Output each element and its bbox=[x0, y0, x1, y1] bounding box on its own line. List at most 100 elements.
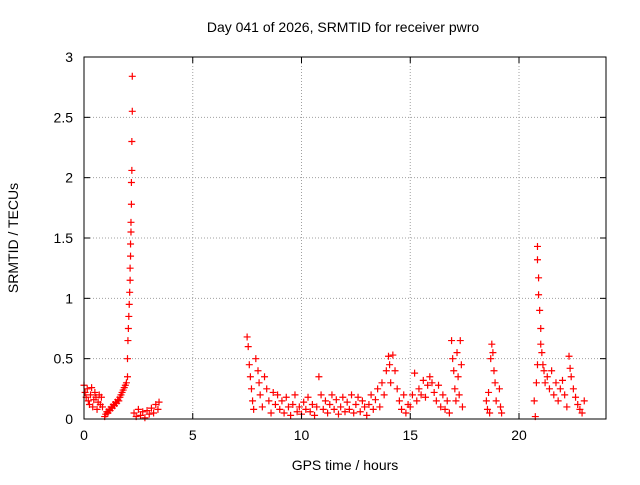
data-point-marker bbox=[245, 361, 253, 369]
data-point-marker bbox=[341, 408, 349, 416]
data-point-marker bbox=[550, 391, 558, 399]
data-point-marker bbox=[406, 403, 414, 411]
data-point-marker bbox=[417, 391, 425, 399]
data-point-marker bbox=[128, 107, 136, 115]
data-point-marker bbox=[256, 391, 264, 399]
data-point-marker bbox=[115, 397, 123, 405]
data-point-marker bbox=[563, 403, 571, 411]
x-tick-label: 15 bbox=[402, 427, 418, 443]
data-point-marker bbox=[87, 391, 95, 399]
data-point-marker bbox=[145, 410, 153, 418]
data-point-marker bbox=[295, 403, 303, 411]
data-point-marker bbox=[324, 409, 332, 417]
data-point-marker bbox=[287, 411, 295, 419]
data-point-marker bbox=[124, 373, 131, 381]
data-point-marker bbox=[284, 403, 292, 411]
data-point-marker bbox=[127, 228, 135, 236]
data-point-marker bbox=[537, 325, 545, 332]
data-point-marker bbox=[445, 409, 453, 417]
data-point-marker bbox=[319, 405, 327, 413]
data-point-marker bbox=[124, 337, 132, 345]
data-point-marker bbox=[300, 398, 308, 406]
data-point-marker bbox=[561, 391, 569, 399]
data-point-marker bbox=[389, 351, 397, 359]
data-point-marker bbox=[126, 264, 134, 272]
data-point-marker bbox=[330, 405, 338, 413]
data-point-marker bbox=[580, 397, 588, 405]
data-point-marker bbox=[81, 388, 89, 396]
data-point-marker bbox=[432, 397, 440, 405]
y-tick-label: 2.5 bbox=[54, 109, 74, 125]
data-point-marker bbox=[125, 312, 133, 320]
data-point-marker bbox=[365, 401, 373, 409]
data-point-marker bbox=[293, 408, 301, 416]
data-point-marker bbox=[139, 408, 147, 416]
data-point-marker bbox=[540, 367, 548, 375]
data-point-marker bbox=[328, 391, 336, 399]
data-point-marker bbox=[125, 300, 133, 308]
data-point-marker bbox=[361, 403, 369, 411]
x-tick-label: 5 bbox=[189, 427, 197, 443]
data-point-marker bbox=[291, 391, 299, 399]
data-point-marker bbox=[567, 373, 575, 381]
data-point-marker bbox=[538, 349, 546, 357]
data-point-marker bbox=[128, 166, 136, 174]
data-point-marker bbox=[84, 397, 92, 405]
data-point-marker bbox=[374, 385, 382, 393]
data-point-marker bbox=[430, 388, 438, 396]
data-point-marker bbox=[304, 393, 312, 401]
data-point-marker bbox=[356, 408, 364, 416]
data-point-marker bbox=[313, 403, 321, 411]
data-point-marker bbox=[483, 405, 491, 413]
data-point-marker bbox=[443, 397, 451, 405]
data-point-marker bbox=[93, 405, 101, 413]
data-point-marker bbox=[487, 355, 495, 363]
data-point-marker bbox=[345, 405, 353, 413]
data-point-marker bbox=[458, 403, 466, 411]
data-point-marker bbox=[352, 401, 360, 409]
data-point-marker bbox=[535, 291, 543, 299]
data-point-marker bbox=[128, 137, 136, 145]
data-point-marker bbox=[428, 379, 436, 387]
data-point-marker bbox=[536, 306, 544, 314]
data-point-marker bbox=[398, 405, 406, 413]
data-point-marker bbox=[249, 397, 257, 405]
data-point-marker bbox=[449, 355, 457, 363]
data-points bbox=[80, 72, 588, 422]
data-point-marker bbox=[488, 340, 496, 348]
data-point-marker bbox=[545, 385, 553, 393]
data-point-marker bbox=[574, 401, 582, 409]
x-tick-label: 10 bbox=[294, 427, 310, 443]
data-point-marker bbox=[326, 401, 334, 409]
data-point-marker bbox=[350, 409, 358, 417]
data-point-marker bbox=[556, 385, 564, 393]
data-point-marker bbox=[263, 385, 271, 393]
data-point-marker bbox=[393, 385, 401, 393]
data-point-marker bbox=[271, 401, 279, 409]
data-point-marker bbox=[367, 391, 375, 399]
data-point-marker bbox=[485, 388, 493, 396]
data-point-marker bbox=[127, 178, 135, 186]
x-tick-label: 20 bbox=[511, 427, 527, 443]
data-point-marker bbox=[137, 411, 145, 419]
data-point-marker bbox=[566, 364, 574, 372]
data-point-marker bbox=[369, 405, 377, 413]
data-point-marker bbox=[269, 388, 277, 396]
data-point-marker bbox=[535, 274, 543, 282]
data-point-marker bbox=[124, 355, 131, 363]
data-point-marker bbox=[155, 398, 163, 406]
data-point-marker bbox=[254, 367, 262, 375]
data-point-marker bbox=[439, 391, 447, 399]
data-point-marker bbox=[88, 384, 96, 392]
data-point-marker bbox=[572, 393, 580, 401]
data-point-marker bbox=[278, 397, 286, 405]
data-point-marker bbox=[334, 410, 342, 418]
data-point-marker bbox=[441, 405, 449, 413]
data-point-marker bbox=[408, 391, 416, 399]
data-point-marker bbox=[454, 373, 462, 381]
data-point-marker bbox=[321, 397, 329, 405]
data-point-marker bbox=[411, 369, 419, 377]
data-point-marker bbox=[424, 381, 432, 389]
